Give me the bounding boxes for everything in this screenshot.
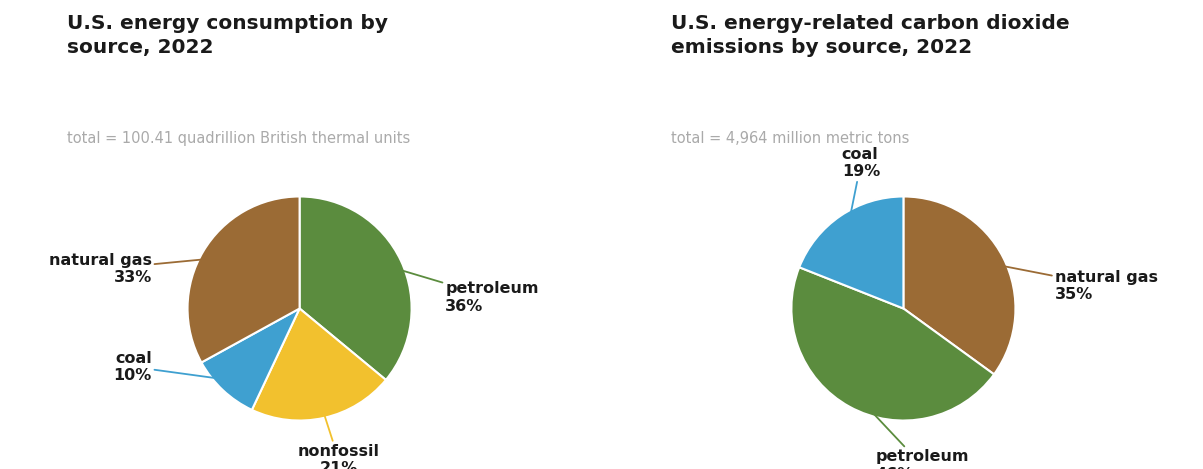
Text: U.S. energy-related carbon dioxide
emissions by source, 2022: U.S. energy-related carbon dioxide emiss… <box>671 14 1069 57</box>
Wedge shape <box>300 197 411 380</box>
Wedge shape <box>201 309 300 410</box>
Text: coal
10%: coal 10% <box>113 350 232 383</box>
Wedge shape <box>799 197 903 309</box>
Text: natural gas
35%: natural gas 35% <box>991 264 1157 303</box>
Wedge shape <box>188 197 300 363</box>
Text: nonfossil
21%: nonfossil 21% <box>298 405 380 469</box>
Wedge shape <box>792 267 994 421</box>
Text: petroleum
36%: petroleum 36% <box>389 266 539 313</box>
Wedge shape <box>251 309 386 421</box>
Wedge shape <box>903 197 1015 374</box>
Text: natural gas
33%: natural gas 33% <box>48 253 214 286</box>
Text: petroleum
46%: petroleum 46% <box>855 395 968 469</box>
Text: total = 100.41 quadrillion British thermal units: total = 100.41 quadrillion British therm… <box>67 131 410 146</box>
Text: coal
19%: coal 19% <box>842 147 881 227</box>
Text: total = 4,964 million metric tons: total = 4,964 million metric tons <box>671 131 909 146</box>
Text: U.S. energy consumption by
source, 2022: U.S. energy consumption by source, 2022 <box>67 14 389 57</box>
